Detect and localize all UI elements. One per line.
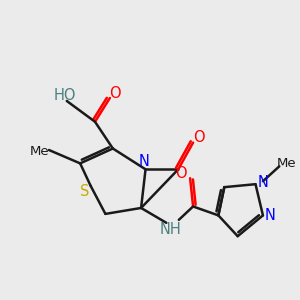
Text: N: N <box>139 154 149 169</box>
Text: O: O <box>110 86 121 101</box>
Text: O: O <box>176 166 187 181</box>
Text: NH: NH <box>160 222 182 237</box>
Text: Me: Me <box>30 145 50 158</box>
Text: O: O <box>193 130 204 145</box>
Text: HO: HO <box>54 88 76 103</box>
Text: Me: Me <box>277 157 296 170</box>
Text: S: S <box>80 184 89 199</box>
Text: N: N <box>257 175 268 190</box>
Text: N: N <box>265 208 276 223</box>
